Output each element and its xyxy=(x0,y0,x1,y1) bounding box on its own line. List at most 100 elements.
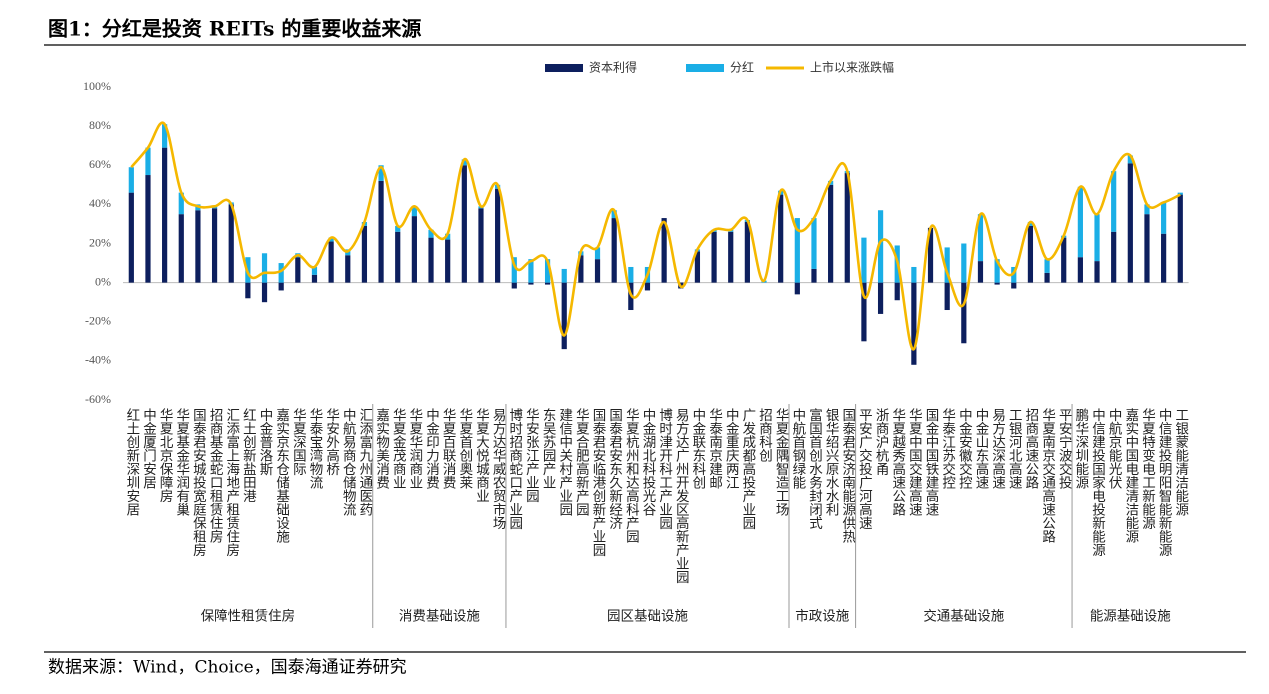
y-tick-label: 0% xyxy=(95,274,111,288)
bar xyxy=(511,257,517,283)
bar xyxy=(328,241,334,283)
x-tick-label: 中金联东科创 xyxy=(689,408,706,490)
bar xyxy=(1177,192,1183,195)
bar xyxy=(744,221,750,283)
bar xyxy=(594,259,601,283)
group-label: 市政设施 xyxy=(795,608,849,625)
bar xyxy=(295,257,301,283)
x-tick-label: 华夏基金华润有巢 xyxy=(173,408,190,517)
x-tick-label: 华夏大悦城商业 xyxy=(473,408,490,503)
bar xyxy=(1011,282,1017,289)
bar xyxy=(461,159,467,166)
x-tick-label: 鹏华深圳能源 xyxy=(1072,408,1089,490)
bar xyxy=(1011,266,1017,283)
x-tick-label: 华夏金茂商业 xyxy=(390,408,407,489)
x-tick-label: 博时招商蛇口产业园 xyxy=(506,407,523,530)
bar xyxy=(278,263,284,283)
bar xyxy=(828,184,834,283)
y-tick-label: 20% xyxy=(89,235,111,249)
x-tick-label: 华夏南京交通高速公路 xyxy=(1039,408,1056,544)
bar xyxy=(877,210,884,283)
x-tick-label: 中金安徽交控 xyxy=(956,408,973,490)
bar xyxy=(1161,233,1167,283)
bar xyxy=(644,282,651,291)
bar xyxy=(195,210,201,283)
bar xyxy=(511,282,517,289)
x-tick-label: 华夏中国交建高速 xyxy=(906,408,923,518)
bar xyxy=(711,231,717,283)
x-tick-label: 银华绍兴原水水利 xyxy=(823,408,840,517)
x-tick-label: 广发成都高投产业园 xyxy=(739,408,756,530)
x-tick-label: 华安外高桥 xyxy=(323,408,340,476)
x-tick-label: 中金普洛斯 xyxy=(257,408,274,477)
x-tick-label: 国泰君安城投宽庭保租房 xyxy=(190,408,207,557)
y-tick-label: 60% xyxy=(89,157,111,171)
x-tick-label: 易方达华威农贸市场 xyxy=(490,408,507,531)
x-tick-label: 华夏合肥高新产园 xyxy=(573,408,590,517)
bar xyxy=(1144,204,1150,215)
legend-label: 分红 xyxy=(730,60,754,75)
bar xyxy=(728,231,734,283)
bar xyxy=(1077,257,1083,283)
x-tick-label: 华夏杭州和达高科产园 xyxy=(623,408,640,544)
line xyxy=(130,121,1181,351)
bar xyxy=(611,218,617,283)
x-tick-label: 平安广交投广河高速 xyxy=(856,408,873,531)
x-tick-label: 东吴苏园产业 xyxy=(540,408,557,489)
x-tick-label: 工银蒙能清洁能源 xyxy=(1172,408,1189,516)
bar xyxy=(245,282,251,299)
bar xyxy=(927,227,934,283)
chart-title: 图1：分红是投资 REITs 的重要收益来源 xyxy=(48,17,421,41)
bar xyxy=(611,210,617,219)
x-tick-label: 浙商沪杭甬 xyxy=(873,408,890,476)
bar xyxy=(628,266,634,283)
bar xyxy=(261,253,268,283)
bar xyxy=(861,237,867,283)
x-tick-label: 华夏华润商业 xyxy=(406,408,423,489)
bar xyxy=(578,255,584,283)
x-tick-label: 建信中关村产业园 xyxy=(556,408,573,517)
legend-swatch xyxy=(686,64,724,72)
bar xyxy=(811,268,817,283)
bar xyxy=(1027,221,1034,226)
x-tick-label: 中金山东高速 xyxy=(972,408,989,491)
y-tick-label: 40% xyxy=(89,196,111,210)
bar xyxy=(794,282,800,295)
y-tick-label: -60% xyxy=(85,392,111,406)
x-tick-label: 汇添富九州通医药 xyxy=(356,408,373,517)
x-tick-label: 华泰南京建邮 xyxy=(706,408,723,490)
x-tick-label: 中航首钢绿能 xyxy=(789,408,806,491)
x-tick-label: 平安宁波交投 xyxy=(1056,408,1073,490)
bar xyxy=(1127,163,1133,283)
bar xyxy=(844,173,850,283)
bar xyxy=(128,192,134,283)
bar xyxy=(544,282,551,285)
bar xyxy=(428,229,434,238)
bar xyxy=(594,247,601,260)
bar xyxy=(178,192,184,215)
source-note: 数据来源：Wind，Choice，国泰海通证券研究 xyxy=(48,658,407,678)
bar xyxy=(528,282,534,285)
group-label: 交通基础设施 xyxy=(923,608,1004,625)
legend-label: 上市以来涨跌幅 xyxy=(810,60,894,75)
bar xyxy=(894,282,900,301)
bar xyxy=(694,251,701,283)
x-tick-label: 嘉实京东仓储基础设施 xyxy=(273,408,290,544)
x-tick-label: 博时津开科工产业园 xyxy=(656,407,673,530)
bar xyxy=(1094,261,1100,283)
bar xyxy=(311,274,318,283)
x-tick-label: 中航京能光伏 xyxy=(1106,408,1123,490)
x-tick-label: 华夏深国际 xyxy=(290,408,307,477)
bar xyxy=(977,214,984,262)
bar xyxy=(1144,214,1150,283)
bar xyxy=(145,175,151,283)
bar xyxy=(561,268,567,283)
x-tick-label: 招商科创 xyxy=(756,408,773,463)
y-tick-label: -20% xyxy=(85,314,111,328)
bar xyxy=(1127,155,1133,164)
bar xyxy=(162,147,168,283)
x-tick-label: 国泰君安东久新经济 xyxy=(606,408,623,530)
bar xyxy=(861,282,867,342)
y-tick-label: 80% xyxy=(89,118,111,132)
